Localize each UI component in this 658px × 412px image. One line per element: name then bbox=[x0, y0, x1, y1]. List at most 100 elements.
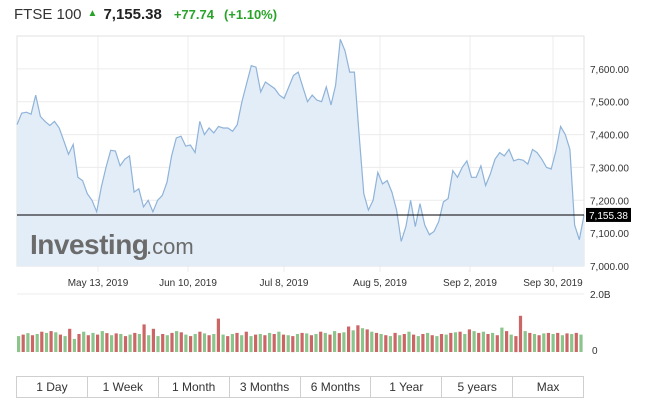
y-tick-label: 7,300.00 bbox=[590, 163, 629, 174]
volume-bar bbox=[133, 332, 137, 352]
volume-bar bbox=[426, 332, 430, 352]
current-price-tag bbox=[586, 207, 631, 222]
x-tick-label: Jul 8, 2019 bbox=[260, 278, 309, 289]
volume-bar bbox=[161, 334, 165, 352]
volume-bar bbox=[477, 332, 481, 352]
volume-bar bbox=[435, 336, 439, 353]
index-name: FTSE 100 bbox=[14, 6, 82, 23]
volume-bar bbox=[407, 331, 411, 352]
volume-bar bbox=[40, 331, 44, 352]
volume-bar bbox=[328, 334, 332, 352]
watermark-suffix: .com bbox=[146, 234, 194, 259]
y-tick-label: 7,000.00 bbox=[590, 262, 629, 273]
range-1-week[interactable]: 1 Week bbox=[88, 377, 159, 397]
volume-bar bbox=[528, 332, 532, 352]
volume-bar bbox=[151, 328, 155, 352]
volume-bar bbox=[356, 325, 360, 352]
volume-bar bbox=[165, 335, 169, 352]
volume-bar bbox=[537, 335, 541, 352]
volume-bar bbox=[128, 334, 132, 352]
range-3-months[interactable]: 3 Months bbox=[230, 377, 301, 397]
volume-bar bbox=[458, 331, 462, 352]
range-1-day[interactable]: 1 Day bbox=[17, 377, 88, 397]
volume-bar bbox=[258, 334, 262, 352]
volume-bar bbox=[402, 334, 406, 352]
price-area-fill bbox=[17, 39, 584, 266]
volume-bar bbox=[560, 335, 564, 352]
volume-bar bbox=[295, 334, 300, 352]
volume-bar bbox=[254, 334, 258, 352]
x-axis: May 13, 2019 Jun 10, 2019 Jul 8, 2019 Aug 5… bbox=[68, 278, 583, 289]
volume-bar bbox=[518, 315, 523, 353]
volume-bar bbox=[207, 335, 211, 352]
price-change: +77.74 bbox=[173, 7, 214, 22]
volume-bar bbox=[100, 331, 104, 352]
y-tick-label: 7,500.00 bbox=[590, 98, 629, 109]
range-5-years[interactable]: 5 years bbox=[442, 377, 514, 397]
volume-bar bbox=[268, 332, 272, 352]
current-price-line: 7,155.38 bbox=[17, 207, 631, 222]
volume-bar bbox=[105, 333, 109, 352]
volume-bar bbox=[86, 335, 90, 352]
volume-bar bbox=[291, 336, 295, 353]
price-change-percent: (+1.10%) bbox=[223, 7, 278, 22]
volume-bar bbox=[179, 332, 183, 352]
x-tick-label: Sep 2, 2019 bbox=[443, 278, 497, 289]
volume-bar bbox=[486, 334, 490, 352]
volume-bar bbox=[472, 331, 476, 352]
volume-bar bbox=[249, 336, 253, 353]
price-area bbox=[16, 39, 585, 266]
range-1-year[interactable]: 1 Year bbox=[371, 377, 443, 397]
price-chart[interactable]: Investing .com 7,155.38 7,600.00 7,500.00… bbox=[0, 0, 658, 376]
volume-bar bbox=[453, 332, 458, 352]
volume-bar bbox=[509, 334, 513, 352]
volume-bar bbox=[68, 328, 72, 352]
volume-bar bbox=[374, 332, 379, 352]
volume-bar bbox=[421, 334, 425, 352]
volume-bar bbox=[565, 333, 569, 352]
x-tick-label: Aug 5, 2019 bbox=[353, 278, 407, 289]
volume-bar bbox=[286, 335, 290, 352]
volume-bar bbox=[49, 331, 53, 352]
volume-bar bbox=[82, 331, 86, 352]
y-tick-label: 7,200.00 bbox=[590, 196, 629, 207]
volume-bar bbox=[137, 334, 141, 352]
volume-bar bbox=[384, 335, 388, 352]
volume-bar bbox=[323, 332, 327, 352]
y-axis: 7,600.00 7,500.00 7,400.00 7,300.00 7,200.00… bbox=[590, 65, 629, 273]
volume-bar bbox=[542, 333, 546, 352]
volume-bar bbox=[142, 324, 146, 352]
volume-bar bbox=[398, 335, 402, 352]
volume-bar bbox=[58, 334, 62, 352]
volume-bar bbox=[96, 334, 100, 352]
volume-bar bbox=[579, 334, 583, 352]
volume-bar bbox=[379, 334, 383, 352]
volume-bar bbox=[360, 328, 365, 352]
volume-bar bbox=[523, 331, 527, 352]
volume-bar bbox=[63, 336, 67, 353]
volume-bar bbox=[170, 332, 174, 352]
volume-bar bbox=[300, 332, 304, 352]
volume-axis: 2.0B 0 bbox=[590, 290, 611, 357]
volume-bars bbox=[17, 293, 584, 353]
volume-bar bbox=[35, 334, 39, 352]
volume-bar bbox=[412, 334, 416, 352]
volume-bar bbox=[184, 334, 188, 352]
volume-bar bbox=[193, 334, 197, 352]
volume-bar bbox=[365, 329, 369, 352]
volume-bar bbox=[198, 331, 202, 352]
volume-bar bbox=[91, 332, 95, 352]
range-max[interactable]: Max bbox=[536, 380, 560, 394]
volume-bar bbox=[556, 332, 560, 352]
volume-bar bbox=[333, 331, 337, 352]
volume-bar bbox=[281, 334, 286, 352]
price-line bbox=[16, 39, 585, 242]
y-tick-label: 7,400.00 bbox=[590, 131, 629, 142]
volume-bar bbox=[570, 334, 574, 352]
range-1-month[interactable]: 1 Month bbox=[159, 377, 230, 397]
range-6-months[interactable]: 6 Months bbox=[301, 377, 372, 397]
volume-bar bbox=[309, 335, 313, 352]
volume-bar bbox=[388, 336, 392, 353]
volume-bar bbox=[44, 332, 49, 352]
volume-bar bbox=[54, 332, 58, 352]
